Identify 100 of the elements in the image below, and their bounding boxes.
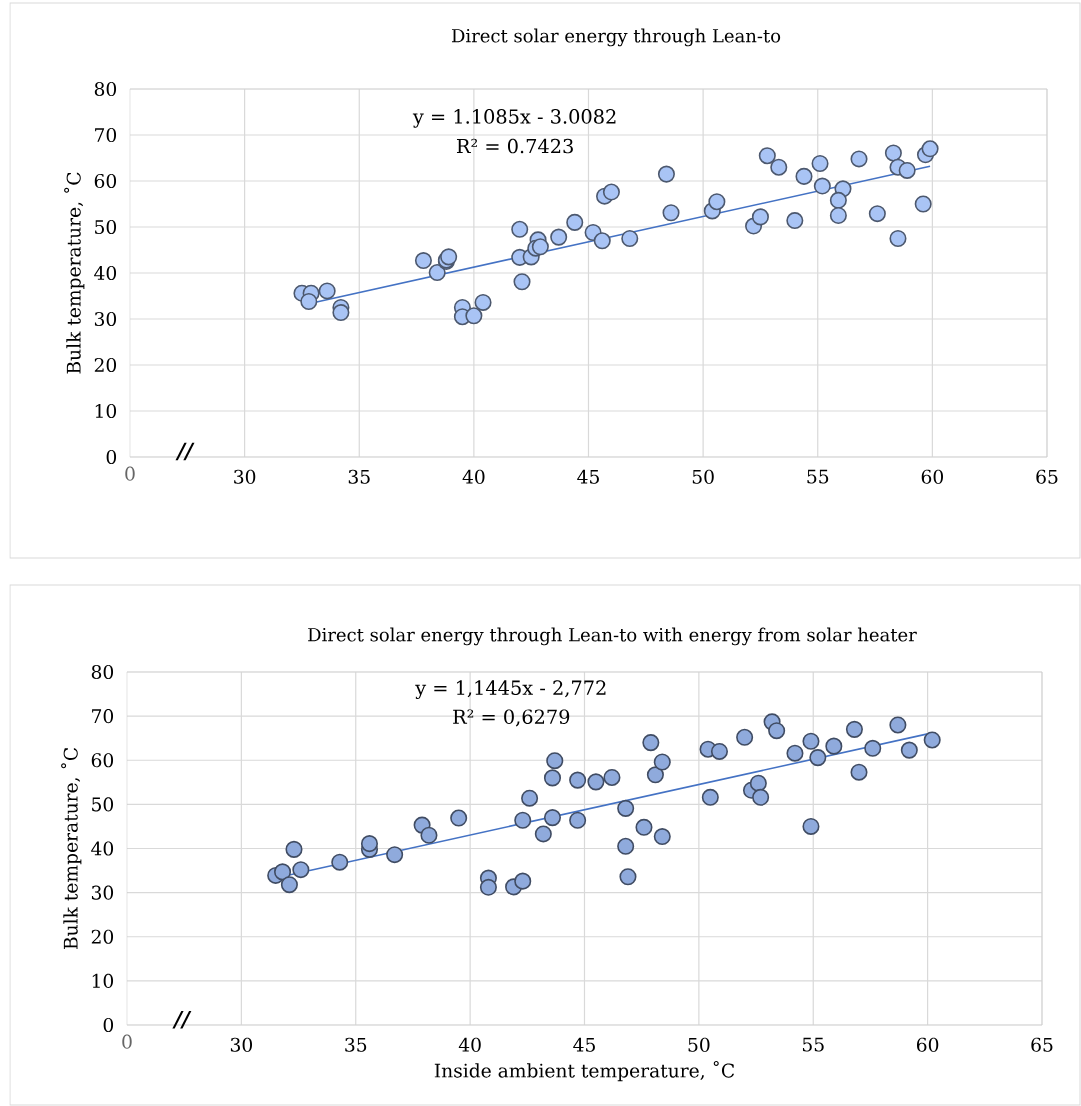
y-tick-label: 40 <box>94 265 117 281</box>
point <box>768 722 786 740</box>
y-axis-title: Bulk temperature, ˚C <box>64 172 85 374</box>
y-tick-label: 60 <box>94 173 117 189</box>
chart-title: Direct solar energy through Lean-to with energy from solar heater <box>308 627 917 646</box>
annotation: y = 1,1445x - 2,772 <box>415 680 606 699</box>
point <box>331 853 349 871</box>
point <box>587 773 605 791</box>
y-tick-label: 0 <box>106 449 117 465</box>
point <box>420 826 438 844</box>
x-axis-title: Inside ambient temperature, ˚C <box>434 1060 735 1082</box>
x-tick-label: 35 <box>348 469 370 484</box>
point <box>543 809 562 827</box>
y-tick-label: 20 <box>94 357 117 373</box>
point <box>653 828 671 846</box>
point <box>386 846 404 864</box>
point <box>751 208 769 226</box>
point <box>513 273 531 291</box>
point <box>602 183 620 201</box>
point <box>701 788 719 806</box>
text: 0 <box>122 1034 132 1049</box>
point <box>292 861 310 879</box>
y-tick-label: 30 <box>91 885 114 900</box>
point <box>850 763 868 781</box>
point <box>758 147 776 165</box>
point <box>813 177 831 195</box>
point <box>889 229 907 248</box>
x-tick-label: 40 <box>458 1037 481 1052</box>
point <box>603 768 621 786</box>
point <box>864 739 882 757</box>
x-tick-label: 60 <box>917 1037 939 1052</box>
y-tick-label: 80 <box>91 664 114 680</box>
point <box>450 809 468 827</box>
x-tick-label: 40 <box>462 469 485 484</box>
y-tick-label: 10 <box>95 403 117 419</box>
point <box>708 193 726 211</box>
x-tick-label: 35 <box>345 1037 367 1052</box>
point <box>811 154 829 173</box>
point <box>514 872 532 890</box>
point <box>809 749 827 767</box>
point <box>428 264 446 282</box>
point <box>802 732 820 750</box>
point <box>280 876 298 894</box>
point <box>923 731 941 749</box>
point <box>829 191 847 209</box>
y-tick-label: 30 <box>94 311 117 327</box>
x-tick-label: 65 <box>1036 469 1058 484</box>
x-tick-label: 30 <box>230 1037 253 1052</box>
y-tick-label: 50 <box>92 797 114 812</box>
annotation: R² = 0.7423 <box>456 138 573 154</box>
point <box>642 734 660 752</box>
x-tick-label: 45 <box>573 1037 595 1052</box>
point <box>332 304 350 322</box>
point <box>657 165 675 183</box>
point <box>921 140 939 158</box>
y-tick-label: 70 <box>92 709 114 724</box>
point <box>569 771 587 789</box>
point <box>884 144 902 162</box>
point <box>786 744 804 762</box>
point <box>749 774 767 792</box>
point <box>710 742 728 760</box>
point <box>829 206 847 225</box>
x-tick-label: 65 <box>1031 1037 1053 1052</box>
x-tick-label: 30 <box>234 469 256 484</box>
x-tick-label: 45 <box>577 469 599 484</box>
point <box>274 863 292 881</box>
y-tick-label: 20 <box>91 929 114 944</box>
annotation: y = 1.1085x - 3.0082 <box>412 109 616 128</box>
point <box>889 716 907 734</box>
annotation: R² = 0,6279 <box>453 709 570 727</box>
point <box>543 769 562 787</box>
point <box>569 811 587 829</box>
point <box>900 741 918 759</box>
y-tick-label: 50 <box>95 219 117 235</box>
point <box>617 837 635 855</box>
y-tick-label: 60 <box>91 753 114 768</box>
point <box>825 737 843 755</box>
point <box>786 212 804 230</box>
point <box>300 292 318 311</box>
text: 0 <box>125 466 135 481</box>
point <box>514 811 532 829</box>
y-tick-label: 10 <box>92 973 114 988</box>
point <box>617 799 635 817</box>
x-tick-label: 60 <box>921 469 944 484</box>
point <box>770 158 788 176</box>
point <box>534 825 552 843</box>
point <box>845 720 863 738</box>
point <box>511 220 529 238</box>
point <box>531 238 549 256</box>
x-tick-label: 55 <box>807 469 829 484</box>
point <box>550 228 568 246</box>
point <box>646 766 664 784</box>
point <box>653 753 671 771</box>
point <box>593 232 611 250</box>
point <box>285 840 303 858</box>
point <box>414 252 432 270</box>
point <box>546 752 564 770</box>
y-tick-label: 80 <box>94 81 117 97</box>
point <box>479 878 497 896</box>
point <box>360 835 379 853</box>
